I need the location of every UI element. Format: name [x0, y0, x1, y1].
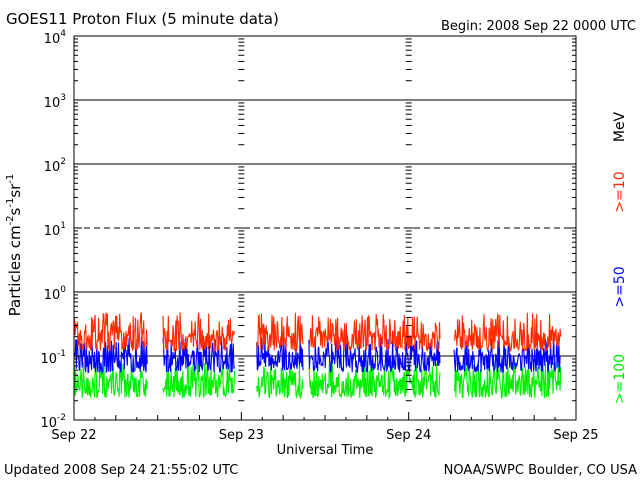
y-axis-label-exp3: -1: [5, 174, 16, 184]
x-tick-label: Sep 22: [51, 428, 96, 443]
y-tick-label: 101: [44, 221, 66, 239]
series-line: [73, 360, 562, 400]
y-axis-label-sr: sr: [6, 183, 24, 198]
y-axis-label-exp1: -2: [5, 215, 16, 225]
y-tick-label: 10-1: [40, 349, 66, 367]
chart-title: GOES11 Proton Flux (5 minute data): [6, 10, 279, 28]
legend-ge100: >=100: [612, 354, 628, 404]
grid-lines: [74, 99, 576, 357]
day-dividers: [236, 38, 414, 421]
credit-label: NOAA/SWPC Boulder, CO USA: [444, 463, 637, 478]
y-tick-label: 104: [44, 29, 67, 47]
y-axis: 104 103 102 101 100 10-1 10-2: [40, 29, 576, 431]
series-layer: [73, 312, 562, 400]
x-axis-label: Universal Time: [277, 443, 374, 458]
x-tick-label: Sep 23: [219, 428, 264, 443]
y-axis-label: Particles cm-2s-1sr-1: [5, 174, 24, 317]
legend-ge50: >=50: [612, 266, 628, 307]
x-tick-label: Sep 25: [553, 428, 598, 443]
y-tick-label: 102: [44, 157, 66, 175]
series-line: [73, 336, 561, 375]
legend-unit-mev: MeV: [612, 111, 628, 142]
y-tick-label: 10-2: [40, 413, 66, 431]
series-line: [73, 312, 562, 353]
y-axis-label-s: s: [6, 207, 24, 215]
x-axis: Sep 22 Sep 23 Sep 24 Sep 25: [51, 412, 599, 443]
y-tick-label: 100: [44, 285, 67, 303]
legend-ge10: >=10: [612, 171, 628, 212]
begin-time: Begin: 2008 Sep 22 0000 UTC: [441, 19, 636, 34]
y-tick-label: 103: [44, 93, 66, 111]
x-tick-label: Sep 24: [386, 428, 431, 443]
y-axis-label-exp2: -1: [5, 198, 16, 208]
y-axis-label-main: Particles cm: [6, 225, 24, 316]
updated-timestamp: Updated 2008 Sep 24 21:55:02 UTC: [4, 463, 238, 478]
